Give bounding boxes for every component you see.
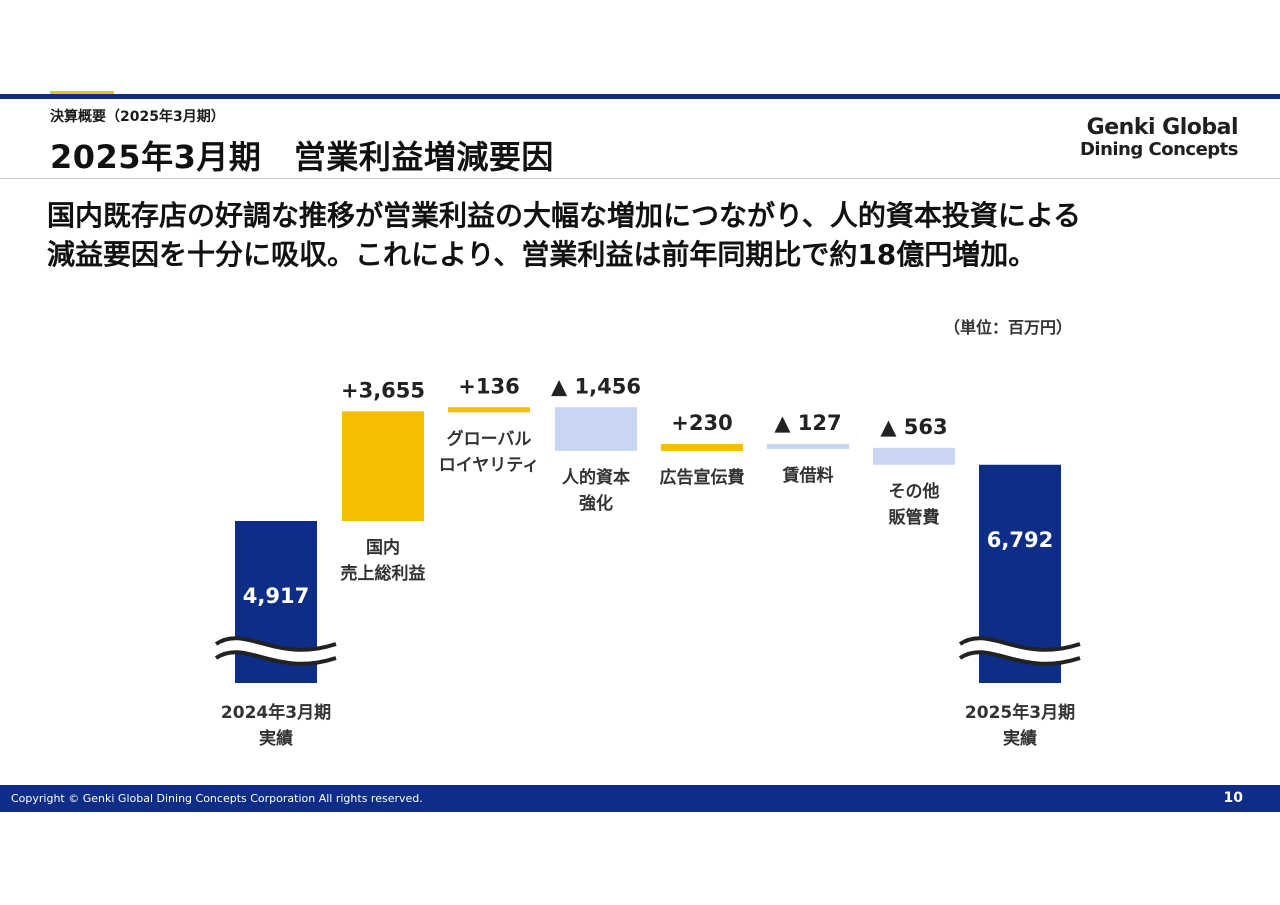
category-label-4-0: 広告宣伝費: [660, 467, 745, 488]
bar-4: [661, 444, 743, 451]
category-label-3-1: 強化: [579, 493, 613, 514]
axis-break-0-line-bottom: [214, 650, 337, 666]
bar-6: [873, 447, 955, 465]
value-label-4: +230: [671, 411, 732, 435]
unit-note: （単位：百万円）: [944, 318, 1072, 337]
axis-break-7-gap: [960, 638, 1080, 664]
category-label-6-1: 販管費: [889, 507, 940, 528]
value-label-0: 4,917: [243, 584, 309, 608]
category-label-0-1: 実績: [259, 728, 293, 749]
footer-bar: Copyright © Genki Global Dining Concepts…: [0, 785, 1280, 812]
header-rule: [0, 94, 1280, 99]
category-label-3-0: 人的資本: [562, 467, 630, 488]
company-logo: Genki Global Dining Concepts: [1079, 115, 1239, 161]
axis-break-7-line-bottom: [958, 650, 1081, 666]
category-label-7-1: 実績: [1003, 728, 1037, 749]
axis-break-0-gap: [216, 638, 336, 664]
bar-1: [342, 411, 424, 521]
category-label-1-0: 国内: [366, 537, 400, 558]
bar-5: [767, 444, 849, 450]
header-divider: [0, 178, 1280, 179]
value-label-3: ▲ 1,456: [551, 374, 641, 398]
axis-break-7: [958, 636, 1081, 666]
breadcrumb: 決算概要（2025年3月期）: [50, 109, 225, 125]
logo-line-2: Dining Concepts: [1079, 139, 1239, 161]
axis-break-0: [214, 636, 337, 666]
category-label-0-0: 2024年3月期: [221, 702, 331, 723]
value-label-7: 6,792: [987, 528, 1053, 552]
lead-line-1: 国内既存店の好調な推移が営業利益の大幅な増加につながり、人的資本投資による: [47, 199, 1082, 232]
axis-break-7-line-top: [958, 636, 1081, 652]
value-label-2: +136: [458, 374, 519, 398]
value-label-5: ▲ 127: [774, 411, 841, 435]
lead-text: 国内既存店の好調な推移が営業利益の大幅な増加につながり、人的資本投資による 減益…: [47, 196, 1247, 274]
value-label-6: ▲ 563: [880, 415, 947, 439]
category-label-6-0: その他: [889, 481, 940, 502]
logo-line-1: Genki Global: [1086, 115, 1239, 140]
category-label-5-0: 賃借料: [782, 465, 834, 486]
lead-line-2: 減益要因を十分に吸収。これにより、営業利益は前年同期比で約18億円増加。: [47, 238, 1037, 271]
category-label-2-0: グローバル: [447, 428, 532, 449]
axis-break-0-line-top: [214, 636, 337, 652]
page-number: 10: [1223, 790, 1243, 806]
category-label-7-0: 2025年3月期: [965, 702, 1075, 723]
page-title: 2025年3月期 営業利益増減要因: [50, 138, 554, 176]
waterfall-chart: （単位：百万円） 4,9172024年3月期実績+3,655国内売上総利益+13…: [214, 318, 1081, 749]
bar-3: [555, 407, 637, 451]
category-label-2-1: ロイヤリティ: [439, 455, 539, 475]
value-label-1: +3,655: [341, 378, 425, 402]
copyright-text: Copyright © Genki Global Dining Concepts…: [11, 792, 423, 805]
category-label-1-1: 売上総利益: [341, 563, 426, 584]
bar-2: [448, 407, 530, 413]
